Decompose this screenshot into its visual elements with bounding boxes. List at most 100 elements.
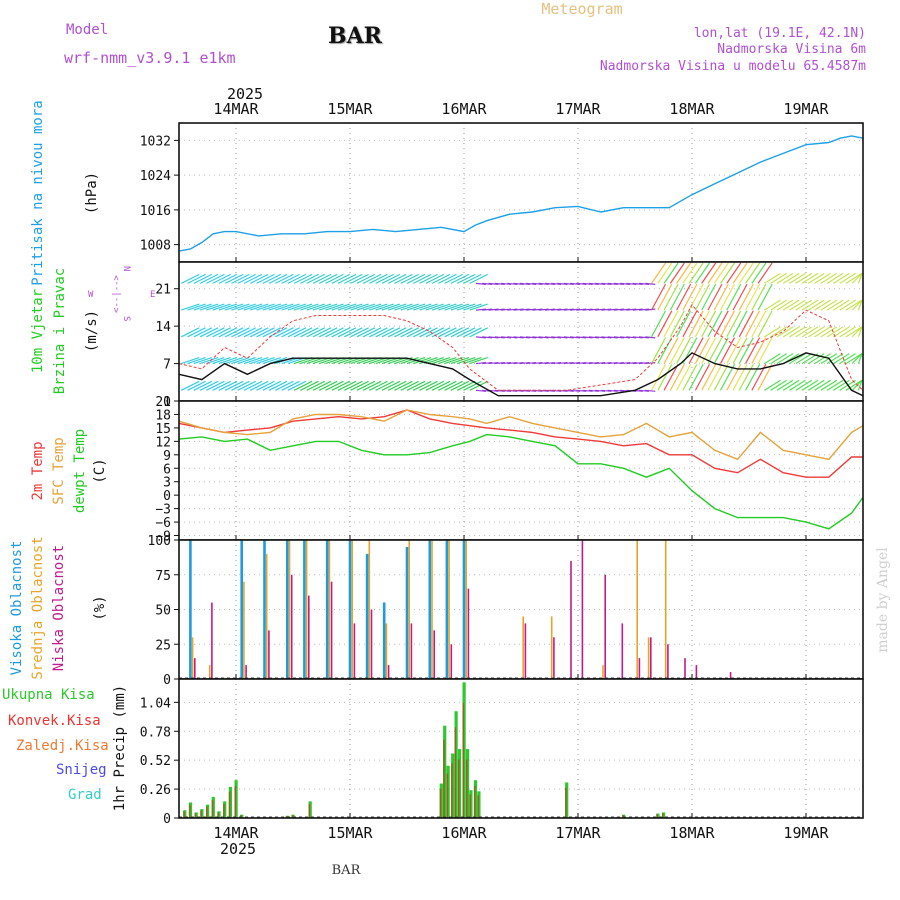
- wind-arrow: [438, 303, 457, 311]
- cloud-panel: 0 25 50 75 100: [148, 534, 864, 688]
- wind-arrow: [331, 303, 350, 311]
- wind-arrow: [413, 380, 432, 391]
- wind-arrow: [400, 273, 419, 284]
- wind-arrow: [375, 380, 394, 391]
- temp-series-line: [178, 433, 864, 530]
- wind-arrow: [613, 361, 624, 365]
- wind-arrow: [526, 308, 537, 311]
- wind-arrow: [632, 361, 643, 365]
- precip-bar: [656, 813, 660, 818]
- wind-arrow: [356, 273, 376, 284]
- wind-arrow: [325, 380, 344, 391]
- wind-arrow: [620, 308, 631, 311]
- wind-arrow: [218, 357, 238, 365]
- wind-arrow: [551, 336, 562, 339]
- precip-tick-label: 0.78: [140, 725, 171, 740]
- wind-arrow: [243, 357, 263, 365]
- wind-arrow: [764, 272, 781, 284]
- top-day-label: 14MAR: [213, 100, 259, 118]
- wind-arrow: [519, 389, 530, 392]
- wind-arrow: [532, 336, 543, 339]
- wind-arrow: [507, 282, 518, 285]
- wind-arrow: [588, 308, 599, 311]
- temp-name-1: 2m Temp: [30, 441, 46, 500]
- wind-arrow: [563, 361, 574, 365]
- wind-arrow: [607, 336, 618, 339]
- wind-arrow: [256, 327, 275, 338]
- wind-arrow: [463, 380, 482, 391]
- wind-arrow: [845, 272, 863, 284]
- wind-arrow: [243, 303, 263, 311]
- wind-arrow: [845, 353, 863, 365]
- wind-arrow: [500, 308, 512, 311]
- wind-arrow: [826, 299, 844, 311]
- wind-arrow: [663, 310, 679, 338]
- temp-unit: (C): [92, 458, 108, 483]
- cloud-name-3: Niska Oblacnost: [51, 545, 67, 671]
- wind-arrow: [218, 303, 238, 311]
- wind-arrow: [350, 380, 369, 391]
- wind-arrow: [657, 337, 673, 364]
- wind-arrow: [344, 380, 363, 391]
- wind-arrow: [444, 380, 463, 391]
- top-day-label: 16MAR: [441, 100, 487, 118]
- wind-arrow: [444, 327, 463, 338]
- wind-arrow: [212, 357, 231, 365]
- wind-arrow: [482, 336, 493, 339]
- wind-arrow: [181, 357, 200, 365]
- wind-arrow: [281, 273, 300, 284]
- model-name: wrf-nmm_v3.9.1 e1km: [64, 49, 236, 67]
- wind-arrow: [651, 262, 667, 284]
- wind-arrow: [582, 389, 593, 392]
- wind-arrow: [638, 282, 650, 285]
- cloud-tick-label: 0: [163, 673, 171, 688]
- precip-bar-conv: [457, 759, 460, 818]
- wind-arrow: [231, 273, 250, 284]
- wind-arrow: [551, 282, 562, 285]
- temp-tick-label: 3: [163, 476, 171, 491]
- wind-arrow: [369, 303, 388, 311]
- wind-arrow: [826, 379, 844, 391]
- wind-arrow: [419, 303, 438, 311]
- wind-arrow: [262, 357, 281, 365]
- wind-arrow: [688, 337, 704, 364]
- wind-arrow: [657, 364, 673, 391]
- lonlat-label: lon,lat (19.1E, 42.1N): [694, 26, 866, 41]
- wind-arrow: [757, 364, 773, 391]
- wind-unit: (m/s): [84, 310, 100, 352]
- wind-arrow: [193, 357, 213, 365]
- wind-arrow: [851, 326, 863, 338]
- wind-arrow: [181, 303, 200, 311]
- temp-tick-label: 6: [163, 462, 171, 477]
- wind-arrow: [770, 379, 787, 391]
- wind-arrow: [519, 336, 530, 339]
- wind-arrow: [250, 357, 269, 365]
- wind-arrow: [469, 273, 488, 284]
- wind-arrow: [751, 283, 767, 311]
- wind-tick-label: 0: [163, 395, 171, 410]
- wind-arrow: [719, 283, 736, 311]
- bottom-day-label: 14MAR: [213, 824, 259, 842]
- wind-arrow: [814, 326, 831, 338]
- wind-arrow: [757, 310, 773, 338]
- wind-arrow: [814, 353, 831, 365]
- wind-arrow: [187, 303, 206, 311]
- wind-arrow: [356, 327, 376, 338]
- wind-arrow: [262, 273, 282, 284]
- wind-arrow: [557, 282, 568, 285]
- wind-arrow: [776, 379, 794, 391]
- temp-series-line: [178, 409, 863, 478]
- precip-bar-conv: [565, 787, 567, 818]
- wind-arrow: [720, 262, 735, 284]
- wind-arrow: [513, 336, 524, 339]
- wind-arrow: [638, 361, 650, 365]
- wind-arrow: [181, 273, 200, 284]
- wind-arrow: [601, 389, 612, 392]
- wind-arrow: [807, 299, 825, 311]
- wind-arrow: [243, 327, 263, 338]
- wind-arrow: [199, 327, 219, 338]
- wind-arrow: [707, 310, 723, 338]
- wind-arrow: [588, 282, 599, 285]
